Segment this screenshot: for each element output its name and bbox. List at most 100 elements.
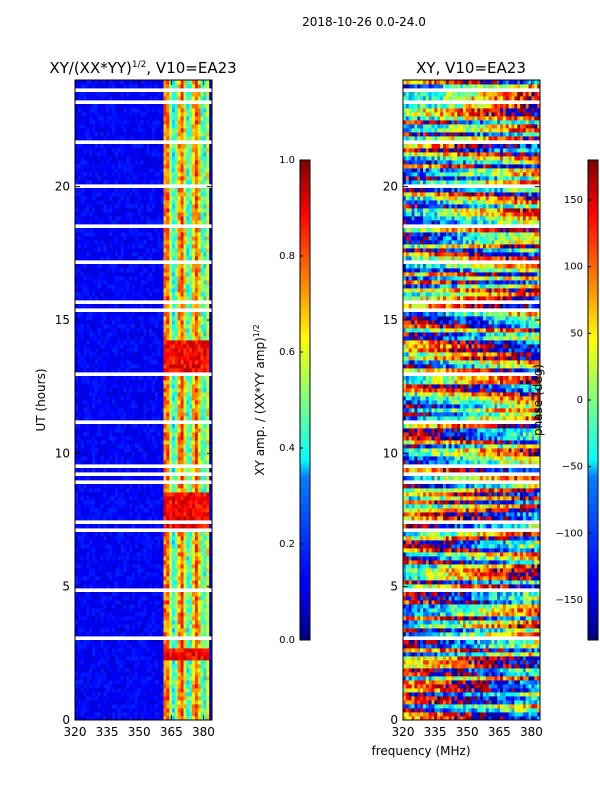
heatmap-cell — [103, 444, 107, 449]
heatmap-cell — [106, 392, 110, 397]
heatmap-cell — [160, 400, 164, 405]
heatmap-cell — [203, 544, 207, 549]
heatmap-cell — [180, 412, 184, 417]
figure-suptitle: 2018-10-26 0.0-24.0 — [302, 15, 426, 29]
heatmap-cell — [132, 332, 136, 337]
heatmap-cell — [206, 500, 210, 505]
heatmap-cell — [152, 552, 156, 557]
heatmap-cell — [183, 444, 187, 449]
heatmap-cell — [197, 444, 201, 449]
heatmap-cell — [197, 524, 201, 529]
heatmap-cell — [86, 512, 90, 517]
heatmap-cell — [146, 288, 150, 293]
heatmap-cell — [89, 692, 93, 697]
heatmap-cell — [120, 432, 124, 437]
heatmap-cell — [143, 356, 147, 361]
heatmap-cell — [114, 468, 119, 473]
heatmap-cell — [157, 336, 162, 341]
heatmap-cell — [120, 500, 124, 505]
heatmap-cell — [89, 664, 93, 669]
heatmap-cell — [106, 376, 110, 381]
heatmap-cell — [137, 712, 142, 717]
heatmap-cell — [112, 460, 116, 465]
heatmap-cell — [112, 388, 116, 393]
heatmap-cell — [180, 628, 184, 633]
heatmap-cell — [146, 440, 150, 445]
heatmap-cell — [200, 644, 204, 649]
heatmap-cell — [129, 432, 133, 437]
heatmap-cell — [189, 468, 193, 473]
heatmap-cell — [100, 556, 104, 561]
heatmap-cell — [137, 552, 142, 557]
heatmap-cell — [106, 604, 110, 609]
heatmap-cell — [177, 340, 181, 345]
heatmap-cell — [183, 392, 187, 397]
heatmap-cell — [163, 592, 167, 597]
heatmap-cell — [143, 600, 147, 605]
heatmap-cell — [183, 688, 187, 693]
heatmap-cell — [183, 508, 187, 513]
heatmap-cell — [114, 548, 119, 553]
heatmap-cell — [180, 544, 184, 549]
heatmap-cell — [172, 676, 176, 681]
heatmap-cell — [83, 604, 87, 609]
heatmap-cell — [172, 444, 176, 449]
heatmap-cell — [134, 608, 139, 613]
heatmap-cell — [123, 532, 127, 537]
heatmap-cell — [169, 400, 173, 405]
heatmap-cell — [89, 432, 93, 437]
heatmap-cell — [106, 460, 110, 465]
heatmap-cell — [97, 432, 102, 437]
heatmap-cell — [77, 476, 82, 481]
heatmap-cell — [189, 412, 193, 417]
heatmap-cell — [114, 600, 119, 605]
heatmap-cell — [137, 584, 142, 589]
heatmap-cell — [143, 388, 147, 393]
heatmap-cell — [100, 648, 104, 653]
heatmap-cell — [146, 272, 150, 277]
heatmap-cell — [206, 268, 210, 273]
heatmap-cell — [192, 324, 196, 329]
heatmap-cell — [109, 348, 113, 353]
heatmap-cell — [103, 576, 107, 581]
heatmap-cell — [132, 424, 136, 429]
heatmap-cell — [166, 428, 170, 433]
heatmap-cell — [200, 688, 204, 693]
heatmap-cell — [172, 624, 176, 629]
heatmap-cell — [92, 512, 96, 517]
heatmap-cell — [169, 432, 173, 437]
heatmap-cell — [197, 692, 201, 697]
heatmap-cell — [140, 556, 144, 561]
heatmap-cell — [97, 608, 102, 613]
heatmap-cell — [174, 556, 179, 561]
heatmap-cell — [114, 640, 119, 645]
heatmap-cell — [174, 328, 179, 333]
heatmap-cell — [75, 616, 79, 621]
heatmap-cell — [174, 432, 179, 437]
heatmap-cell — [160, 508, 164, 513]
heatmap-cell — [100, 280, 104, 285]
heatmap-cell — [194, 428, 199, 433]
heatmap-cell — [120, 648, 124, 653]
heatmap-cell — [177, 412, 181, 417]
heatmap-cell — [94, 348, 99, 353]
heatmap-cell — [112, 664, 116, 669]
heatmap-cell — [163, 512, 167, 517]
heatmap-cell — [163, 576, 167, 581]
heatmap-cell — [192, 468, 196, 473]
heatmap-cell — [132, 604, 136, 609]
heatmap-cell — [77, 608, 82, 613]
heatmap-cell — [177, 524, 181, 529]
heatmap-cell — [186, 668, 190, 673]
heatmap-cell — [146, 692, 150, 697]
heatmap-cell — [203, 556, 207, 561]
heatmap-cell — [103, 680, 107, 685]
heatmap-cell — [112, 424, 116, 429]
heatmap-cell — [100, 360, 104, 365]
heatmap-cell — [86, 696, 90, 701]
heatmap-cell — [109, 492, 113, 497]
heatmap-cell — [186, 656, 190, 661]
heatmap-cell — [92, 716, 96, 720]
heatmap-cell — [180, 524, 184, 529]
heatmap-cell — [177, 404, 181, 409]
